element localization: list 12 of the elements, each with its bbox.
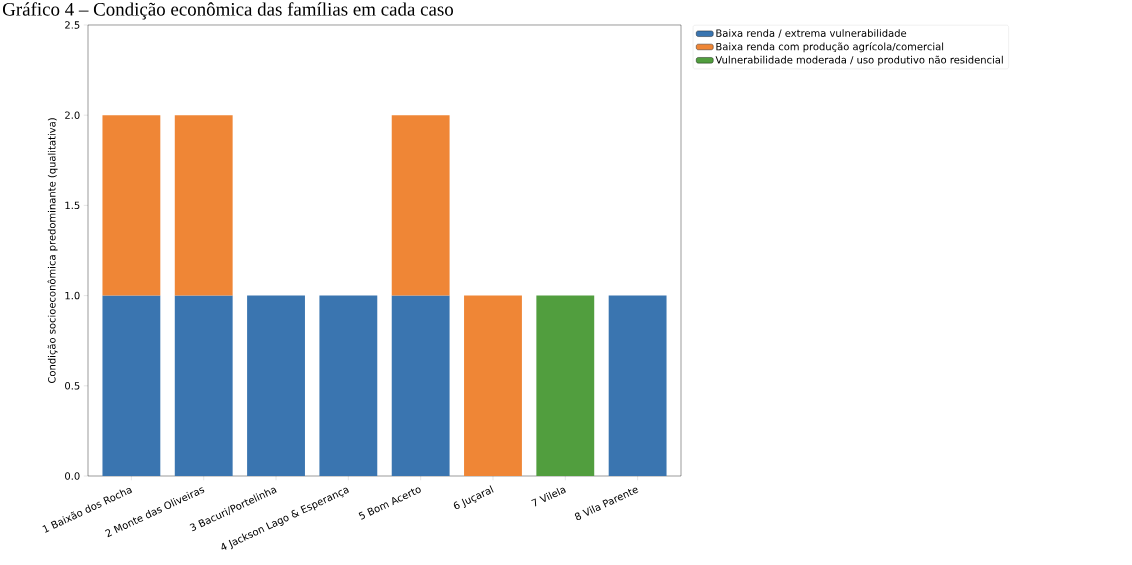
legend-label: Baixa renda com produção agrícola/comercial xyxy=(716,42,944,53)
legend-label: Baixa renda / extrema vulnerabilidade xyxy=(716,29,907,38)
legend-label: Vulnerabilidade moderada / uso produtivo não residencial xyxy=(715,55,1003,66)
chart-title: Gráfico 4 – Condição econômica das famílias em cada caso xyxy=(2,2,454,20)
y-tick-label: 2.5 xyxy=(65,21,80,29)
y-axis-title: Condição socioeconômica predominante (qualitativa) xyxy=(47,118,58,384)
y-tick-label: 1.0 xyxy=(65,291,80,300)
x-tick-label: 7 Vilela xyxy=(531,487,566,507)
y-tick-label: 0.0 xyxy=(65,472,80,480)
y-tick-label: 0.5 xyxy=(65,382,80,390)
y-tick-label: 2.0 xyxy=(65,111,80,119)
y-tick-label: 1.5 xyxy=(65,201,80,210)
